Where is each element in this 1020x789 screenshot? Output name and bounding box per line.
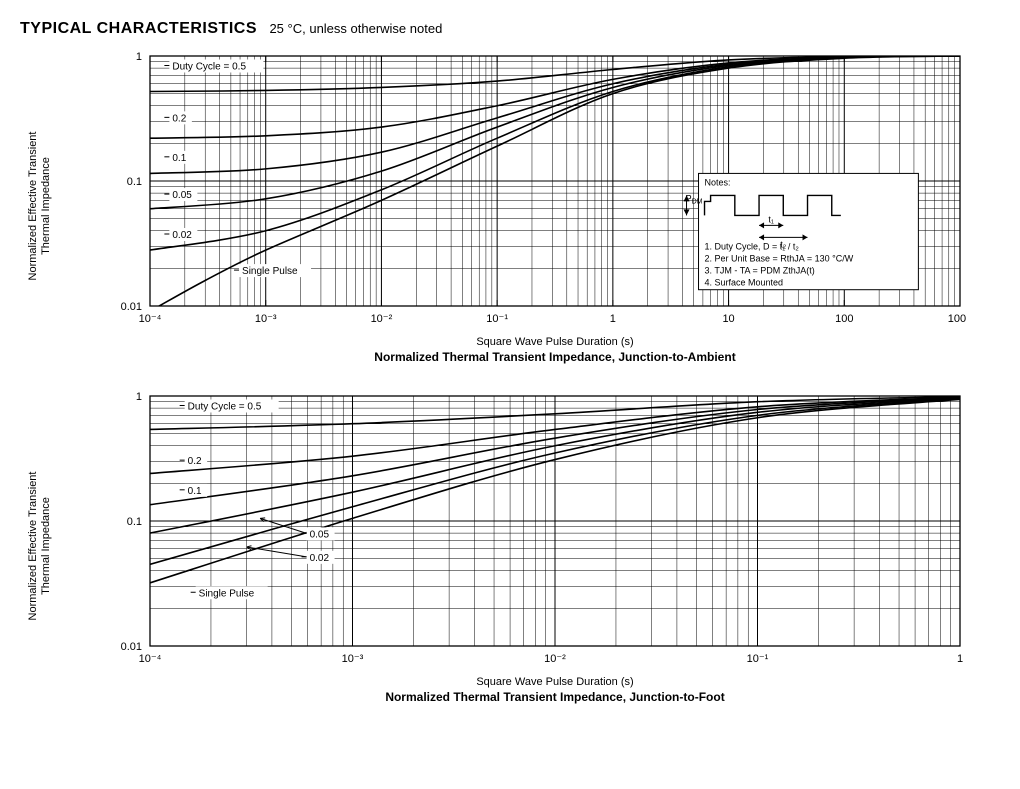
svg-text:10⁻²: 10⁻² xyxy=(371,313,393,325)
svg-text:Single Pulse: Single Pulse xyxy=(199,588,255,599)
svg-text:1: 1 xyxy=(136,391,142,403)
svg-text:10⁻⁴: 10⁻⁴ xyxy=(139,313,162,325)
svg-text:Single Pulse: Single Pulse xyxy=(242,266,298,277)
svg-text:0.01: 0.01 xyxy=(121,301,142,313)
svg-text:0.2: 0.2 xyxy=(188,456,202,467)
svg-text:10⁻²: 10⁻² xyxy=(544,653,566,665)
svg-text:0.01: 0.01 xyxy=(121,641,142,653)
svg-text:1: 1 xyxy=(957,653,963,665)
chart1-xlabel: Square Wave Pulse Duration (s) xyxy=(110,336,1000,348)
chart-junction-to-foot: Normalized Effective TransientThermal Im… xyxy=(110,388,1000,704)
page: TYPICAL CHARACTERISTICS 25 °C, unless ot… xyxy=(20,20,1000,704)
chart2-xlabel: Square Wave Pulse Duration (s) xyxy=(110,676,1000,688)
svg-text:10⁻⁴: 10⁻⁴ xyxy=(139,653,162,665)
chart1-ylabel: Normalized Effective TransientThermal Im… xyxy=(27,132,53,281)
svg-text:0.02: 0.02 xyxy=(172,230,192,241)
svg-text:Duty Cycle = 0.5: Duty Cycle = 0.5 xyxy=(188,401,262,412)
svg-text:Notes:: Notes: xyxy=(705,177,731,187)
svg-text:10: 10 xyxy=(722,313,734,325)
page-subtitle: 25 °C, unless otherwise noted xyxy=(269,21,442,36)
svg-text:0.02: 0.02 xyxy=(310,553,330,564)
chart-junction-to-ambient: Normalized Effective TransientThermal Im… xyxy=(110,48,1000,364)
page-title: TYPICAL CHARACTERISTICS xyxy=(20,20,257,37)
svg-text:10⁻¹: 10⁻¹ xyxy=(486,313,508,325)
svg-text:0.1: 0.1 xyxy=(188,486,202,497)
chart2-ylabel-text: Normalized Effective TransientThermal Im… xyxy=(27,472,52,621)
svg-text:1000: 1000 xyxy=(948,313,966,325)
svg-text:0.05: 0.05 xyxy=(310,529,330,540)
chart2-svg: 10⁻⁴ 10⁻³ 10⁻² 10⁻¹ 1 0.01 0.1 1 Duty Cycle = 0.… xyxy=(110,388,966,672)
svg-text:0.05: 0.05 xyxy=(172,190,192,201)
svg-text:100: 100 xyxy=(835,313,853,325)
svg-text:0.1: 0.1 xyxy=(127,176,142,188)
chart1-svg: 10⁻⁴ 10⁻³ 10⁻² 10⁻¹ 1 10 100 1000 0.01 0.1 1 Duty C… xyxy=(110,48,966,332)
svg-text:10⁻¹: 10⁻¹ xyxy=(747,653,769,665)
svg-text:Duty Cycle = 0.5: Duty Cycle = 0.5 xyxy=(172,61,246,72)
svg-text:4. Surface Mounted: 4. Surface Mounted xyxy=(705,277,784,287)
svg-text:0.1: 0.1 xyxy=(172,153,186,164)
svg-text:t₁: t₁ xyxy=(768,214,774,224)
svg-text:0.1: 0.1 xyxy=(127,516,142,528)
svg-text:1: 1 xyxy=(610,313,616,325)
svg-text:10⁻³: 10⁻³ xyxy=(255,313,277,325)
chart1-ylabel-text: Normalized Effective TransientThermal Im… xyxy=(27,132,52,281)
chart2-caption: Normalized Thermal Transient Impedance, … xyxy=(110,690,1000,704)
svg-text:0.2: 0.2 xyxy=(172,113,186,124)
svg-text:2. Per Unit Base = RthJA = 130: 2. Per Unit Base = RthJA = 130 °C/W xyxy=(705,253,854,263)
chart2-ylabel: Normalized Effective TransientThermal Im… xyxy=(27,472,53,621)
svg-text:1: 1 xyxy=(136,51,142,63)
header: TYPICAL CHARACTERISTICS 25 °C, unless ot… xyxy=(20,20,1000,38)
svg-text:1. Duty Cycle, D = t₁ / t₂: 1. Duty Cycle, D = t₁ / t₂ xyxy=(705,241,800,251)
chart1-caption: Normalized Thermal Transient Impedance, … xyxy=(110,350,1000,364)
svg-text:3. TJM - TA = PDM ZthJA(t): 3. TJM - TA = PDM ZthJA(t) xyxy=(705,265,815,275)
svg-text:10⁻³: 10⁻³ xyxy=(342,653,364,665)
